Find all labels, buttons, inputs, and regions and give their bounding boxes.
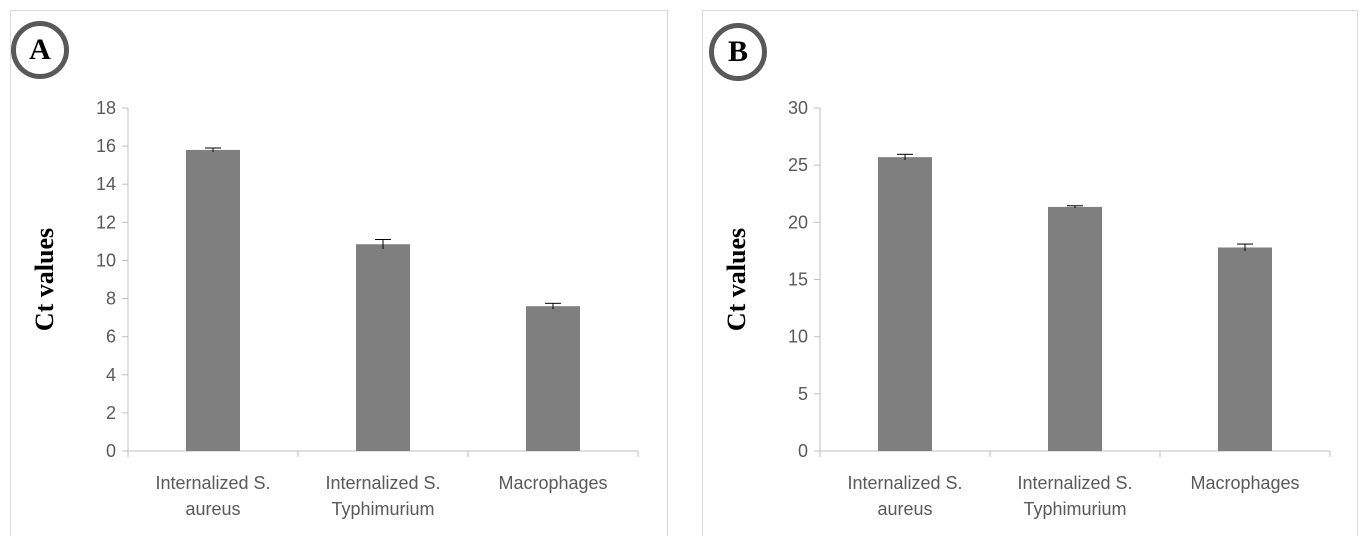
y-tick-label: 0 [798, 441, 808, 461]
x-category-label: aureus [877, 499, 932, 519]
bar [878, 157, 932, 451]
chart-panel-a: A 0 2 4 6 8 10 12 14 16 18 Internalized S. aureus In… [10, 10, 668, 536]
y-tick-label: 18 [96, 98, 116, 118]
y-tick-label: 15 [788, 270, 808, 290]
x-category-label: Internalized S. [155, 473, 270, 493]
chart-panel-b: B 0 5 10 15 20 25 30 Internalized S. aureus Inter… [702, 10, 1358, 536]
bar [1048, 206, 1102, 451]
y-tick-label: 14 [96, 174, 116, 194]
y-tick-label: 6 [106, 327, 116, 347]
bar [526, 306, 580, 451]
x-category-label: Internalized S. [1017, 473, 1132, 493]
y-tick-label: 10 [96, 250, 116, 270]
y-tick-label: 0 [106, 441, 116, 461]
y-axis-title: Ct values [30, 228, 59, 331]
y-tick-label: 30 [788, 98, 808, 118]
bar [356, 244, 410, 451]
panel-label-badge-a: A [11, 21, 69, 79]
x-category-label: Typhimurium [331, 499, 434, 519]
y-axis-title: Ct values [722, 228, 751, 331]
x-category-label: Internalized S. [847, 473, 962, 493]
y-tick-label: 12 [96, 212, 116, 232]
y-tick-label: 10 [788, 327, 808, 347]
x-category-label: Macrophages [1190, 473, 1299, 493]
y-tick-label: 8 [106, 289, 116, 309]
y-tick-label: 20 [788, 212, 808, 232]
x-category-label: aureus [185, 499, 240, 519]
bar [186, 149, 240, 451]
x-category-label: Typhimurium [1023, 499, 1126, 519]
panel-label-badge-b: B [709, 23, 767, 81]
bar-chart-b: 0 5 10 15 20 25 30 Internalized S. aureus Interna… [722, 98, 1331, 519]
x-category-label: Macrophages [498, 473, 607, 493]
panel-label-a: A [29, 33, 51, 66]
x-category-label: Internalized S. [325, 473, 440, 493]
y-tick-label: 25 [788, 155, 808, 175]
y-tick-label: 2 [106, 403, 116, 423]
bar-chart-a: 0 2 4 6 8 10 12 14 16 18 Internalized S. aureus Inte… [30, 98, 639, 519]
bar [1218, 247, 1272, 451]
panel-label-b: B [727, 35, 748, 68]
y-tick-label: 5 [798, 384, 808, 404]
y-tick-label: 16 [96, 136, 116, 156]
y-tick-label: 4 [106, 365, 116, 385]
